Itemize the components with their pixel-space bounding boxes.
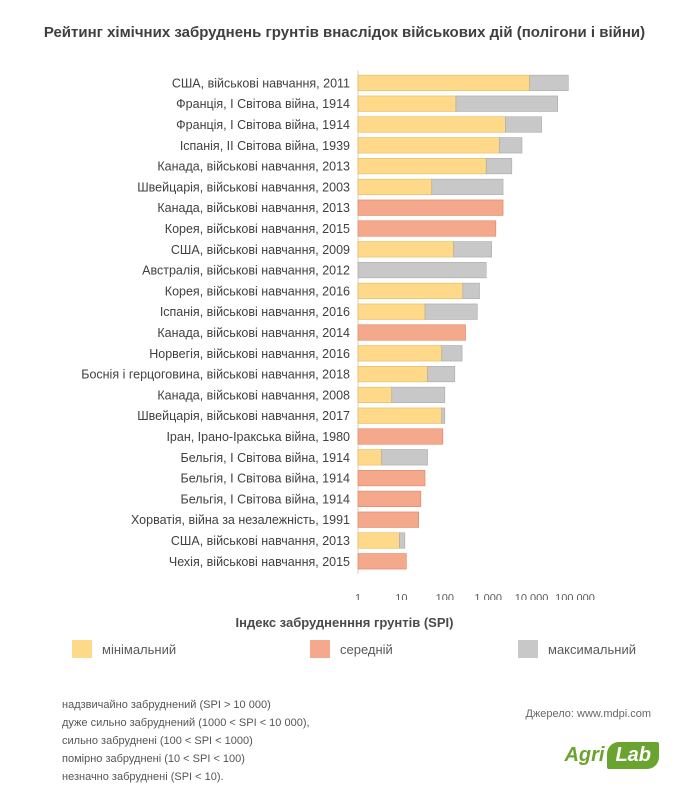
category-label: Швейцарія, військові навчання, 2017	[137, 409, 350, 423]
bar-maximal	[462, 282, 480, 299]
bar-maximal	[424, 303, 478, 320]
bar-maximal	[441, 345, 463, 362]
legend-item-minimal: мінімальний	[72, 640, 176, 658]
category-label: США, військові навчання, 2011	[172, 76, 350, 90]
bar-medium	[357, 490, 422, 507]
x-tick-label: 100	[436, 593, 454, 600]
x-tick-label: 100,000	[555, 593, 595, 600]
category-label: Норвегія, військові навчання, 2016	[149, 347, 350, 361]
category-label: Австралія, військові навчання, 2012	[142, 264, 350, 278]
bar-minimal	[357, 407, 443, 424]
bar-medium	[357, 428, 444, 445]
bar-maximal	[485, 158, 513, 175]
x-axis-label: Індекс забрудненння грунтів (SPI)	[235, 615, 454, 630]
bar-maximal	[427, 366, 456, 383]
category-label: Іран, Ірано-Іракська війна, 1980	[166, 430, 350, 444]
note-line: сильно забруднені (100 < SPI < 1000)	[62, 735, 253, 747]
category-label: Швейцарія, військові навчання, 2003	[137, 180, 350, 194]
note-line: дуже сильно забруднений (1000 < SPI < 10…	[62, 717, 310, 729]
category-label: Іспанія, військові навчання, 2016	[160, 305, 350, 319]
bar-medium	[357, 553, 407, 570]
bar-maximal	[381, 449, 428, 466]
category-label: Франція, І Світова війна, 1914	[176, 118, 350, 132]
bar-maximal	[391, 386, 446, 403]
source-text: Джерело: www.mdpi.com	[525, 708, 651, 720]
bar-maximal	[505, 116, 542, 133]
chart-title: Рейтинг хімічних забруднень грунтів внас…	[43, 24, 646, 41]
bar-minimal	[357, 95, 457, 112]
category-label: Іспанія, ІІ Світова війна, 1939	[180, 139, 350, 153]
bar-minimal	[357, 366, 428, 383]
bar-maximal	[455, 95, 559, 112]
bar-minimal	[357, 241, 454, 258]
bar-minimal	[357, 449, 382, 466]
bar-minimal	[357, 386, 393, 403]
category-label: Канада, військові навчання, 2013	[157, 201, 350, 215]
legend-label-maximal: максимальний	[548, 641, 636, 657]
note-line: надзвичайно забруднений (SPI > 10 000)	[62, 699, 271, 711]
bar-chart: США, військові навчання, 2011 Франція, І …	[81, 70, 595, 600]
x-tick-label: 10,000	[515, 593, 549, 600]
legend-swatch-maximal	[518, 640, 538, 658]
note-line: незначно забруднені (SPI < 10).	[62, 771, 224, 783]
bar-medium	[357, 470, 426, 487]
bar-maximal	[441, 407, 446, 424]
logo-lab: Lab	[607, 742, 659, 769]
bar-medium	[357, 199, 504, 216]
category-label: Боснія і герцоговина, військові навчання…	[81, 368, 350, 382]
category-label: Канада, військові навчання, 2013	[157, 160, 350, 174]
bar-medium	[357, 324, 466, 341]
bar-maximal	[453, 241, 492, 258]
note-line: помірно забруднені (10 < SPI < 100)	[62, 753, 245, 765]
bar-medium	[357, 220, 497, 237]
category-label: Чехія, військові навчання, 2015	[169, 555, 350, 569]
bar-minimal	[357, 532, 400, 549]
x-tick-label: 10	[395, 593, 407, 600]
legend-label-medium: середній	[340, 641, 393, 657]
category-label: Бельгія, І Світова війна, 1914	[181, 451, 351, 465]
bar-minimal	[357, 137, 500, 154]
x-tick-label: 1	[355, 593, 361, 600]
category-label: США, військові навчання, 2009	[171, 243, 350, 257]
bar-maximal	[431, 178, 504, 195]
category-label: США, військові навчання, 2013	[171, 534, 350, 548]
category-label: Корея, військові навчання, 2016	[165, 284, 350, 298]
category-label: Канада, військові навчання, 2008	[157, 388, 350, 402]
bar-minimal	[357, 303, 426, 320]
logo-agri: Agri	[564, 744, 605, 766]
bar-minimal	[357, 116, 506, 133]
category-label: Бельгія, І Світова війна, 1914	[181, 492, 351, 506]
category-label: Канада, військові навчання, 2014	[157, 326, 350, 340]
category-label: Хорватія, війна за незалежність, 1991	[131, 513, 350, 527]
bar-maximal	[357, 262, 487, 279]
category-label: Бельгія, І Світова війна, 1914	[181, 472, 351, 486]
x-tick-label: 1,000	[474, 593, 502, 600]
legend-item-maximal: максимальний	[518, 640, 636, 658]
bar-medium	[357, 511, 419, 528]
agrilab-logo: Agri Lab	[564, 742, 659, 769]
bar-minimal	[357, 282, 464, 299]
category-label: Корея, військові навчання, 2015	[165, 222, 350, 236]
legend-swatch-medium	[310, 640, 330, 658]
legend-item-medium: середній	[310, 640, 393, 658]
classification-notes: надзвичайно забруднений (SPI > 10 000) д…	[62, 696, 310, 786]
bar-minimal	[357, 178, 433, 195]
legend-swatch-minimal	[72, 640, 92, 658]
category-label: Франція, І Світова війна, 1914	[176, 97, 350, 111]
bar-minimal	[357, 158, 487, 175]
bar-minimal	[357, 74, 530, 91]
legend-label-minimal: мінімальний	[102, 641, 177, 657]
bar-maximal	[399, 532, 406, 549]
bar-maximal	[498, 137, 523, 154]
bar-maximal	[529, 74, 569, 91]
bar-minimal	[357, 345, 443, 362]
